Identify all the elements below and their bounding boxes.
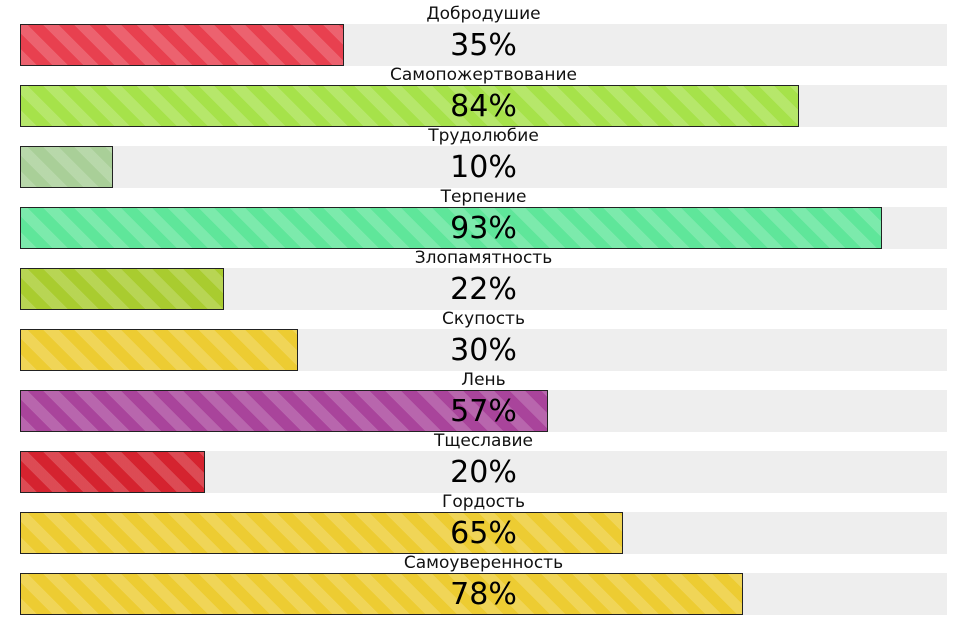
bar-track: 57% xyxy=(20,390,947,432)
bar-value-label: 22% xyxy=(450,272,517,307)
bar-track: 10% xyxy=(20,146,947,188)
bar-value-label: 35% xyxy=(450,28,517,63)
bar-row: Тщеславие 20% xyxy=(0,427,970,493)
bar-fill xyxy=(20,390,548,432)
bar-label: Гордость xyxy=(442,492,525,512)
bar-fill xyxy=(20,268,224,310)
bar-fill xyxy=(20,512,623,554)
bar-label: Трудолюбие xyxy=(428,126,539,146)
bar-track: 35% xyxy=(20,24,947,66)
bar-row: Самоуверенность 78% xyxy=(0,549,970,615)
bar-label: Самопожертвование xyxy=(390,65,577,85)
bar-label: Лень xyxy=(461,370,506,390)
bar-fill xyxy=(20,573,743,615)
bar-label: Злопамятность xyxy=(414,248,553,268)
bar-fill xyxy=(20,451,205,493)
bar-track: 30% xyxy=(20,329,947,371)
bar-value-label: 65% xyxy=(450,516,517,551)
bar-fill xyxy=(20,329,298,371)
bar-row: Трудолюбие 10% xyxy=(0,122,970,188)
bar-fill xyxy=(20,146,113,188)
bar-label: Скупость xyxy=(442,309,525,329)
bar-row: Гордость 65% xyxy=(0,488,970,554)
bar-fill xyxy=(20,24,344,66)
bar-row: Злопамятность 22% xyxy=(0,244,970,310)
bar-track: 78% xyxy=(20,573,947,615)
bar-track: 84% xyxy=(20,85,947,127)
bar-fill xyxy=(20,85,799,127)
bar-value-label: 20% xyxy=(450,455,517,490)
bar-track: 93% xyxy=(20,207,947,249)
bar-value-label: 10% xyxy=(450,150,517,185)
bar-fill xyxy=(20,207,882,249)
bar-value-label: 84% xyxy=(450,89,517,124)
bar-label: Добродушие xyxy=(426,4,541,24)
bar-track: 20% xyxy=(20,451,947,493)
bar-label: Тщеславие xyxy=(433,431,533,451)
bar-value-label: 78% xyxy=(450,577,517,612)
bar-track: 65% xyxy=(20,512,947,554)
bar-value-label: 93% xyxy=(450,211,517,246)
bar-label: Терпение xyxy=(440,187,527,207)
bar-value-label: 30% xyxy=(450,333,517,368)
bar-row: Добродушие 35% xyxy=(0,0,970,66)
bar-row: Терпение 93% xyxy=(0,183,970,249)
bar-track: 22% xyxy=(20,268,947,310)
bar-value-label: 57% xyxy=(450,394,517,429)
bar-label: Самоуверенность xyxy=(403,553,564,573)
bar-row: Самопожертвование 84% xyxy=(0,61,970,127)
bar-row: Скупость 30% xyxy=(0,305,970,371)
bar-row: Лень 57% xyxy=(0,366,970,432)
